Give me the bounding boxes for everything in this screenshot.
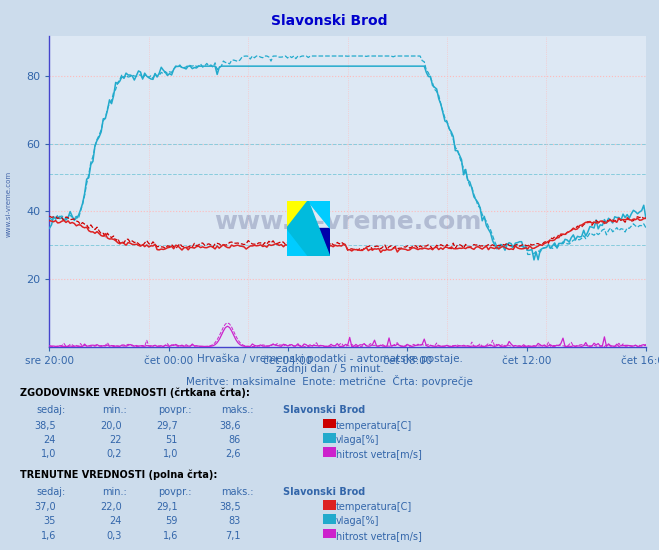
Polygon shape — [308, 201, 330, 228]
Text: 1,6: 1,6 — [163, 531, 178, 541]
Text: Meritve: maksimalne  Enote: metrične  Črta: povprečje: Meritve: maksimalne Enote: metrične Črta… — [186, 375, 473, 387]
Text: 83: 83 — [228, 516, 241, 526]
Text: povpr.:: povpr.: — [158, 405, 192, 415]
Text: Slavonski Brod: Slavonski Brod — [283, 405, 366, 415]
Polygon shape — [287, 201, 330, 256]
Text: 22: 22 — [109, 435, 122, 445]
Text: sedaj:: sedaj: — [36, 405, 65, 415]
Text: 7,1: 7,1 — [225, 531, 241, 541]
Text: ZGODOVINSKE VREDNOSTI (črtkana črta):: ZGODOVINSKE VREDNOSTI (črtkana črta): — [20, 388, 250, 398]
Text: 2,6: 2,6 — [225, 449, 241, 459]
Text: maks.:: maks.: — [221, 405, 253, 415]
Text: 24: 24 — [43, 435, 56, 445]
Text: sedaj:: sedaj: — [36, 487, 65, 497]
Text: 1,0: 1,0 — [163, 449, 178, 459]
Text: zadnji dan / 5 minut.: zadnji dan / 5 minut. — [275, 364, 384, 374]
Text: 20,0: 20,0 — [100, 421, 122, 431]
Bar — [308, 228, 330, 256]
Text: 51: 51 — [165, 435, 178, 445]
Text: vlaga[%]: vlaga[%] — [336, 435, 380, 445]
Text: temperatura[C]: temperatura[C] — [336, 421, 413, 431]
Text: vlaga[%]: vlaga[%] — [336, 516, 380, 526]
Text: povpr.:: povpr.: — [158, 487, 192, 497]
Text: temperatura[C]: temperatura[C] — [336, 502, 413, 512]
Text: maks.:: maks.: — [221, 487, 253, 497]
Text: Slavonski Brod: Slavonski Brod — [272, 14, 387, 28]
Text: 59: 59 — [165, 516, 178, 526]
Text: Hrvaška / vremenski podatki - avtomatske postaje.: Hrvaška / vremenski podatki - avtomatske… — [196, 353, 463, 364]
Text: 86: 86 — [228, 435, 241, 445]
Text: 29,1: 29,1 — [156, 502, 178, 512]
Text: 1,6: 1,6 — [41, 531, 56, 541]
Text: hitrost vetra[m/s]: hitrost vetra[m/s] — [336, 449, 422, 459]
Text: Slavonski Brod: Slavonski Brod — [283, 487, 366, 497]
Text: 24: 24 — [109, 516, 122, 526]
Text: 38,5: 38,5 — [34, 421, 56, 431]
Text: 0,2: 0,2 — [106, 449, 122, 459]
Polygon shape — [287, 228, 308, 256]
Text: min.:: min.: — [102, 405, 127, 415]
Text: www.si-vreme.com: www.si-vreme.com — [5, 170, 11, 236]
Text: 29,7: 29,7 — [156, 421, 178, 431]
Text: 22,0: 22,0 — [100, 502, 122, 512]
Text: TRENUTNE VREDNOSTI (polna črta):: TRENUTNE VREDNOSTI (polna črta): — [20, 469, 217, 480]
Text: 35: 35 — [43, 516, 56, 526]
Text: hitrost vetra[m/s]: hitrost vetra[m/s] — [336, 531, 422, 541]
Text: www.si-vreme.com: www.si-vreme.com — [214, 210, 481, 234]
Text: 0,3: 0,3 — [107, 531, 122, 541]
Text: 38,5: 38,5 — [219, 502, 241, 512]
Bar — [287, 201, 308, 228]
Text: 37,0: 37,0 — [34, 502, 56, 512]
Text: 1,0: 1,0 — [41, 449, 56, 459]
Text: 38,6: 38,6 — [219, 421, 241, 431]
Text: min.:: min.: — [102, 487, 127, 497]
